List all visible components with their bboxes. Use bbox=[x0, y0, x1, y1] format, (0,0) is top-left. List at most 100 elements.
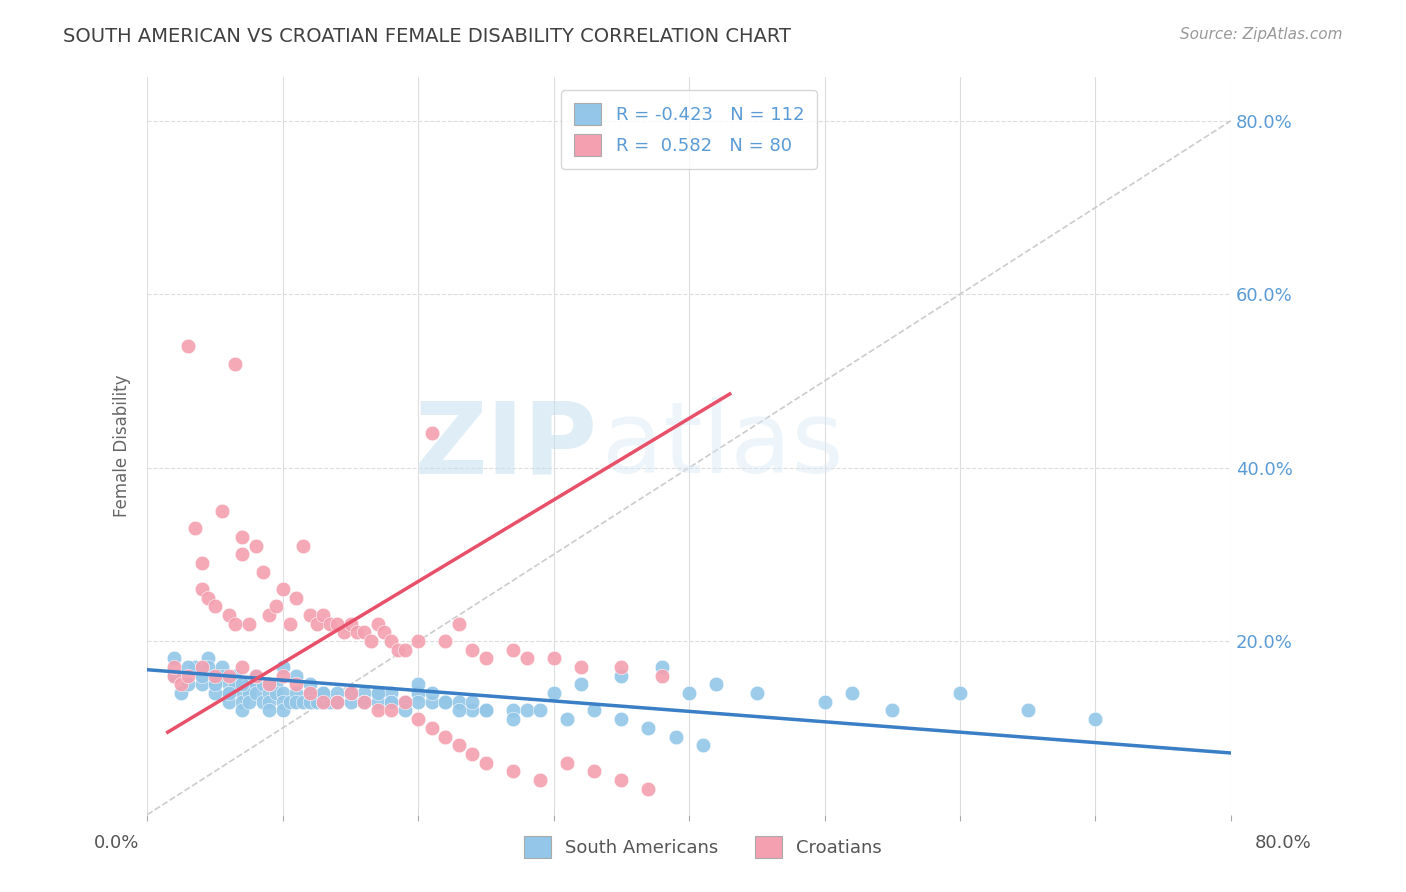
Point bbox=[204, 599, 226, 614]
Point bbox=[298, 695, 321, 709]
Point bbox=[218, 686, 240, 700]
Point bbox=[394, 642, 416, 657]
Point bbox=[245, 539, 267, 553]
Point bbox=[475, 756, 498, 770]
Point bbox=[516, 704, 538, 718]
Point bbox=[502, 704, 524, 718]
Point bbox=[841, 686, 863, 700]
Point bbox=[252, 677, 274, 691]
Point bbox=[569, 660, 592, 674]
Point bbox=[529, 772, 551, 787]
Point bbox=[461, 695, 484, 709]
Point bbox=[406, 677, 429, 691]
Point bbox=[204, 669, 226, 683]
Point bbox=[259, 677, 281, 691]
Point bbox=[190, 669, 212, 683]
Point bbox=[406, 686, 429, 700]
Point bbox=[319, 616, 342, 631]
Point bbox=[305, 695, 328, 709]
Text: SOUTH AMERICAN VS CROATIAN FEMALE DISABILITY CORRELATION CHART: SOUTH AMERICAN VS CROATIAN FEMALE DISABI… bbox=[63, 27, 792, 45]
Point bbox=[447, 616, 470, 631]
Point bbox=[245, 669, 267, 683]
Point bbox=[475, 651, 498, 665]
Point bbox=[184, 521, 207, 535]
Point bbox=[326, 686, 349, 700]
Point bbox=[218, 608, 240, 623]
Point bbox=[231, 677, 253, 691]
Point bbox=[353, 625, 375, 640]
Point bbox=[271, 704, 294, 718]
Point bbox=[319, 695, 342, 709]
Point bbox=[637, 721, 659, 735]
Point bbox=[312, 695, 335, 709]
Point bbox=[190, 660, 212, 674]
Point bbox=[569, 677, 592, 691]
Legend: R = -0.423   N = 112, R =  0.582   N = 80: R = -0.423 N = 112, R = 0.582 N = 80 bbox=[561, 90, 817, 169]
Point bbox=[555, 712, 578, 726]
Point bbox=[252, 695, 274, 709]
Point bbox=[177, 339, 200, 353]
Text: 0.0%: 0.0% bbox=[94, 834, 139, 852]
Point bbox=[312, 695, 335, 709]
Point bbox=[678, 686, 700, 700]
Point bbox=[882, 704, 904, 718]
Point bbox=[367, 695, 389, 709]
Point bbox=[204, 669, 226, 683]
Point bbox=[264, 677, 287, 691]
Point bbox=[651, 669, 673, 683]
Point bbox=[949, 686, 972, 700]
Point bbox=[312, 686, 335, 700]
Point bbox=[326, 695, 349, 709]
Point bbox=[420, 425, 443, 440]
Point bbox=[664, 730, 686, 744]
Point bbox=[177, 660, 200, 674]
Point bbox=[264, 599, 287, 614]
Text: 80.0%: 80.0% bbox=[1256, 834, 1312, 852]
Point bbox=[163, 651, 186, 665]
Point bbox=[298, 677, 321, 691]
Point bbox=[434, 634, 457, 648]
Point bbox=[259, 608, 281, 623]
Point bbox=[211, 504, 233, 518]
Point bbox=[502, 712, 524, 726]
Point bbox=[264, 686, 287, 700]
Point bbox=[380, 695, 402, 709]
Point bbox=[238, 686, 260, 700]
Point bbox=[326, 695, 349, 709]
Point bbox=[447, 738, 470, 752]
Point bbox=[420, 695, 443, 709]
Point bbox=[218, 669, 240, 683]
Point bbox=[170, 677, 193, 691]
Point bbox=[231, 530, 253, 544]
Point bbox=[271, 695, 294, 709]
Point bbox=[285, 695, 308, 709]
Point bbox=[745, 686, 768, 700]
Point bbox=[204, 686, 226, 700]
Point bbox=[360, 634, 382, 648]
Point bbox=[224, 677, 246, 691]
Point bbox=[326, 616, 349, 631]
Point bbox=[406, 634, 429, 648]
Text: Source: ZipAtlas.com: Source: ZipAtlas.com bbox=[1180, 27, 1343, 42]
Point bbox=[353, 695, 375, 709]
Point bbox=[259, 686, 281, 700]
Point bbox=[163, 660, 186, 674]
Point bbox=[163, 669, 186, 683]
Point bbox=[190, 677, 212, 691]
Point bbox=[380, 686, 402, 700]
Point bbox=[461, 704, 484, 718]
Point bbox=[245, 669, 267, 683]
Point bbox=[245, 669, 267, 683]
Point bbox=[170, 686, 193, 700]
Point bbox=[211, 660, 233, 674]
Point bbox=[583, 764, 606, 779]
Point bbox=[238, 616, 260, 631]
Point bbox=[259, 695, 281, 709]
Point bbox=[651, 660, 673, 674]
Point bbox=[543, 651, 565, 665]
Point bbox=[610, 712, 633, 726]
Point bbox=[406, 712, 429, 726]
Y-axis label: Female Disability: Female Disability bbox=[114, 375, 131, 517]
Point bbox=[259, 677, 281, 691]
Point bbox=[298, 686, 321, 700]
